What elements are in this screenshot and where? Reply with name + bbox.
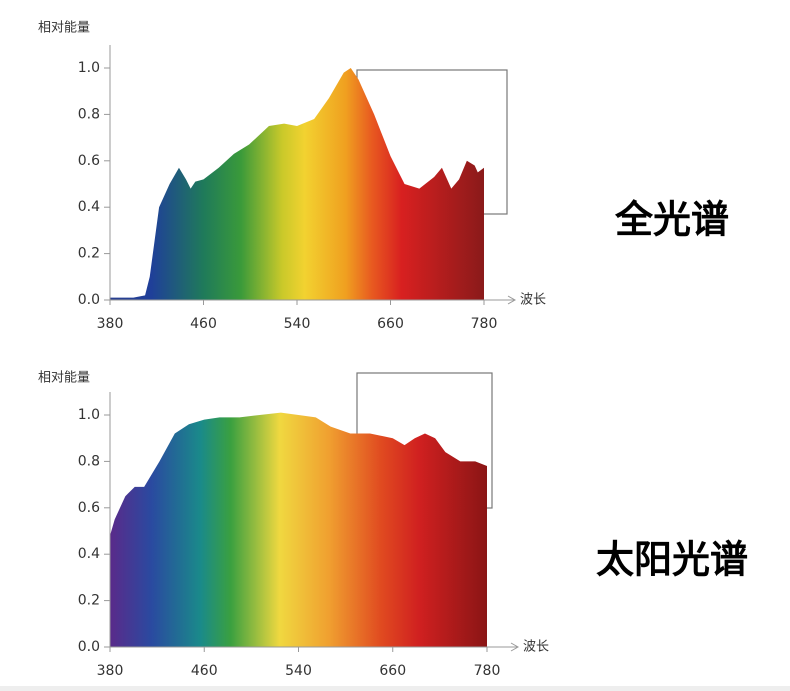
x-axis-label: 波长 <box>523 640 549 655</box>
x-tick-label: 380 <box>97 316 124 332</box>
y-tick-label: 1.0 <box>78 60 100 76</box>
y-tick-label: 0.6 <box>78 153 100 169</box>
x-tick-label: 780 <box>474 663 501 679</box>
x-axis-arrow <box>510 642 520 652</box>
spectrum-area <box>110 412 487 647</box>
x-tick-label: 660 <box>379 663 406 679</box>
y-tick-label: 0.8 <box>78 453 100 469</box>
x-tick-label: 540 <box>284 316 311 332</box>
x-tick-label: 460 <box>190 316 217 332</box>
chart-title: 全光谱 <box>614 198 729 242</box>
y-tick-label: 0.2 <box>78 246 100 262</box>
bottom-strip <box>0 686 790 691</box>
x-tick-label: 380 <box>97 663 124 679</box>
x-tick-label: 660 <box>377 316 404 332</box>
y-tick-label: 0.0 <box>78 292 100 308</box>
y-axis-label: 相对能量 <box>38 21 90 36</box>
x-axis-label: 波长 <box>520 293 546 308</box>
spectrum-area <box>110 68 484 300</box>
chart-title: 太阳光谱 <box>596 538 748 582</box>
y-tick-label: 0.0 <box>78 639 100 655</box>
y-tick-label: 0.2 <box>78 593 100 609</box>
x-tick-label: 540 <box>285 663 312 679</box>
y-tick-label: 1.0 <box>78 407 100 423</box>
x-tick-label: 780 <box>471 316 498 332</box>
y-tick-label: 0.4 <box>78 199 100 215</box>
y-tick-label: 0.4 <box>78 546 100 562</box>
x-tick-label: 460 <box>191 663 218 679</box>
y-tick-label: 0.8 <box>78 106 100 122</box>
y-tick-label: 0.6 <box>78 500 100 516</box>
y-axis-label: 相对能量 <box>38 371 90 386</box>
x-axis-arrow <box>507 295 517 305</box>
